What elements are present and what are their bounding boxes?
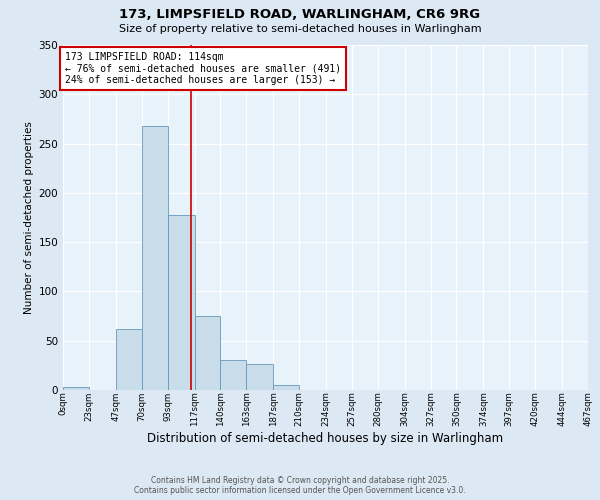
Bar [142,126,167,390]
X-axis label: Distribution of semi-detached houses by size in Warlingham: Distribution of semi-detached houses by … [148,432,503,445]
Bar [194,316,220,390]
Text: 173, LIMPSFIELD ROAD, WARLINGHAM, CR6 9RG: 173, LIMPSFIELD ROAD, WARLINGHAM, CR6 9R… [119,8,481,20]
Bar [246,364,273,390]
Bar [63,387,89,390]
Text: Size of property relative to semi-detached houses in Warlingham: Size of property relative to semi-detach… [119,24,481,34]
Bar [167,214,194,390]
Bar [220,360,246,390]
Bar [273,385,299,390]
Text: 173 LIMPSFIELD ROAD: 114sqm
← 76% of semi-detached houses are smaller (491)
24% : 173 LIMPSFIELD ROAD: 114sqm ← 76% of sem… [65,52,341,85]
Bar [116,329,142,390]
Y-axis label: Number of semi-detached properties: Number of semi-detached properties [24,121,34,314]
Text: Contains HM Land Registry data © Crown copyright and database right 2025.
Contai: Contains HM Land Registry data © Crown c… [134,476,466,495]
